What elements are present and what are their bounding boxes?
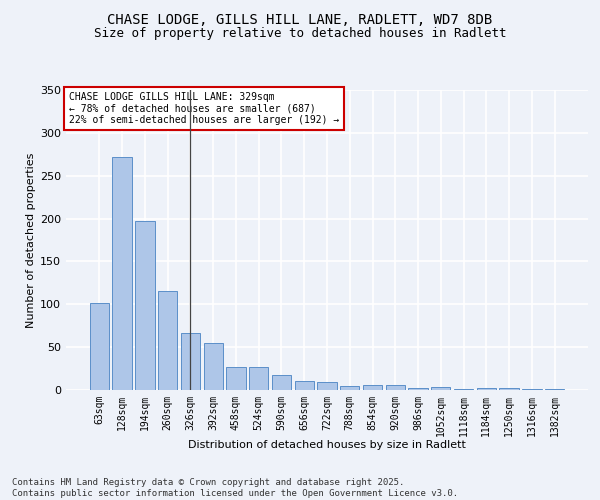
Bar [522, 389, 542, 390]
Bar [499, 388, 519, 390]
Bar [340, 386, 359, 390]
Bar [409, 388, 428, 390]
Bar [476, 388, 496, 390]
Text: CHASE LODGE GILLS HILL LANE: 329sqm
← 78% of detached houses are smaller (687)
2: CHASE LODGE GILLS HILL LANE: 329sqm ← 78… [68, 92, 339, 124]
Text: Size of property relative to detached houses in Radlett: Size of property relative to detached ho… [94, 28, 506, 40]
Bar [112, 157, 132, 390]
Bar [295, 382, 314, 390]
Bar [181, 332, 200, 390]
Bar [454, 389, 473, 390]
Bar [317, 382, 337, 390]
Bar [272, 374, 291, 390]
Bar [158, 292, 178, 390]
Text: CHASE LODGE, GILLS HILL LANE, RADLETT, WD7 8DB: CHASE LODGE, GILLS HILL LANE, RADLETT, W… [107, 12, 493, 26]
Bar [249, 367, 268, 390]
Bar [363, 385, 382, 390]
Y-axis label: Number of detached properties: Number of detached properties [26, 152, 36, 328]
Bar [90, 302, 109, 390]
Bar [135, 221, 155, 390]
Bar [545, 389, 564, 390]
Bar [203, 343, 223, 390]
Bar [386, 385, 405, 390]
Bar [431, 386, 451, 390]
Text: Contains HM Land Registry data © Crown copyright and database right 2025.
Contai: Contains HM Land Registry data © Crown c… [12, 478, 458, 498]
X-axis label: Distribution of detached houses by size in Radlett: Distribution of detached houses by size … [188, 440, 466, 450]
Bar [226, 367, 245, 390]
